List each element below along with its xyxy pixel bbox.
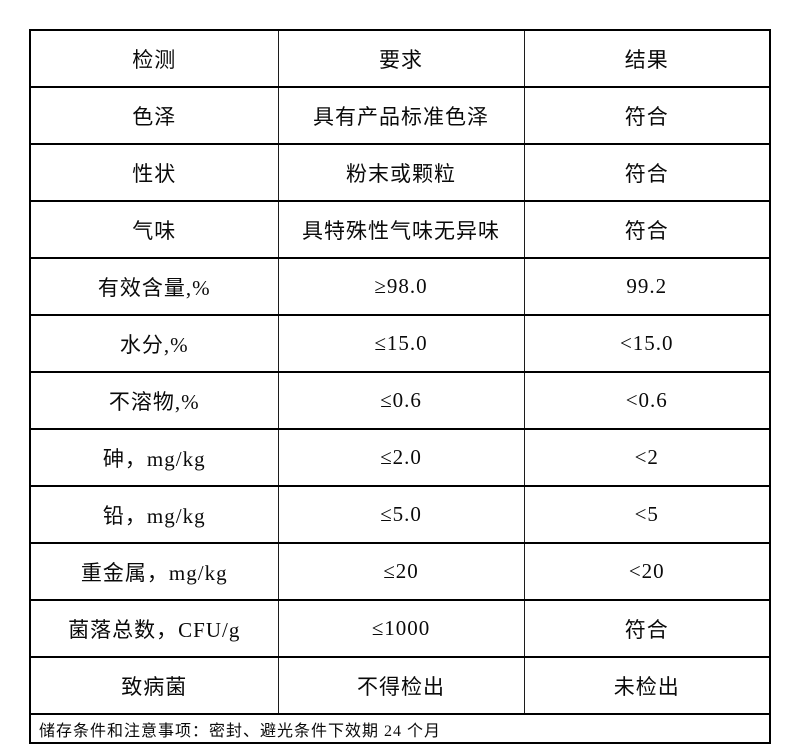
cell-requirement: ≥98.0 xyxy=(277,257,525,316)
cell-requirement: ≤5.0 xyxy=(277,485,525,544)
table-header-row: 检测 要求 结果 xyxy=(29,29,771,88)
cell-result: <2 xyxy=(523,428,771,487)
cell-requirement: 具特殊性气味无异味 xyxy=(277,200,525,259)
cell-test: 水分,% xyxy=(29,314,279,373)
qc-inspection-table: 检测 要求 结果 色泽 具有产品标准色泽 符合 性状 粉末或颗粒 符合 气味 具… xyxy=(29,29,771,744)
cell-result: 99.2 xyxy=(523,257,771,316)
table-row: 菌落总数，CFU/g ≤1000 符合 xyxy=(29,599,771,658)
cell-test: 砷，mg/kg xyxy=(29,428,279,487)
cell-requirement: ≤20 xyxy=(277,542,525,601)
table-row: 铅，mg/kg ≤5.0 <5 xyxy=(29,485,771,544)
table-row: 砷，mg/kg ≤2.0 <2 xyxy=(29,428,771,487)
cell-result: 符合 xyxy=(523,143,771,202)
table-row: 气味 具特殊性气味无异味 符合 xyxy=(29,200,771,259)
header-test: 检测 xyxy=(29,29,279,88)
table-row: 性状 粉末或颗粒 符合 xyxy=(29,143,771,202)
header-requirement: 要求 xyxy=(277,29,525,88)
cell-test: 色泽 xyxy=(29,86,279,145)
cell-requirement: ≤1000 xyxy=(277,599,525,658)
cell-requirement: ≤15.0 xyxy=(277,314,525,373)
cell-result: 符合 xyxy=(523,599,771,658)
table-row: 致病菌 不得检出 未检出 xyxy=(29,656,771,715)
cell-result: <20 xyxy=(523,542,771,601)
cell-result: <5 xyxy=(523,485,771,544)
cell-requirement: 不得检出 xyxy=(277,656,525,715)
table-row: 不溶物,% ≤0.6 <0.6 xyxy=(29,371,771,430)
cell-test: 致病菌 xyxy=(29,656,279,715)
cell-requirement: ≤0.6 xyxy=(277,371,525,430)
cell-requirement: 粉末或颗粒 xyxy=(277,143,525,202)
cell-requirement: 具有产品标准色泽 xyxy=(277,86,525,145)
header-result: 结果 xyxy=(523,29,771,88)
cell-requirement: ≤2.0 xyxy=(277,428,525,487)
cell-test: 重金属，mg/kg xyxy=(29,542,279,601)
table-row: 重金属，mg/kg ≤20 <20 xyxy=(29,542,771,601)
table-footer-row: 储存条件和注意事项：密封、避光条件下效期 24 个月 xyxy=(29,713,771,744)
cell-test: 铅，mg/kg xyxy=(29,485,279,544)
cell-test: 性状 xyxy=(29,143,279,202)
table-row: 水分,% ≤15.0 <15.0 xyxy=(29,314,771,373)
table-row: 色泽 具有产品标准色泽 符合 xyxy=(29,86,771,145)
cell-test: 气味 xyxy=(29,200,279,259)
cell-test: 不溶物,% xyxy=(29,371,279,430)
cell-result: 符合 xyxy=(523,200,771,259)
cell-result: 符合 xyxy=(523,86,771,145)
cell-result: <15.0 xyxy=(523,314,771,373)
cell-result: <0.6 xyxy=(523,371,771,430)
storage-note: 储存条件和注意事项：密封、避光条件下效期 24 个月 xyxy=(29,713,771,744)
cell-result: 未检出 xyxy=(523,656,771,715)
cell-test: 有效含量,% xyxy=(29,257,279,316)
cell-test: 菌落总数，CFU/g xyxy=(29,599,279,658)
table-row: 有效含量,% ≥98.0 99.2 xyxy=(29,257,771,316)
